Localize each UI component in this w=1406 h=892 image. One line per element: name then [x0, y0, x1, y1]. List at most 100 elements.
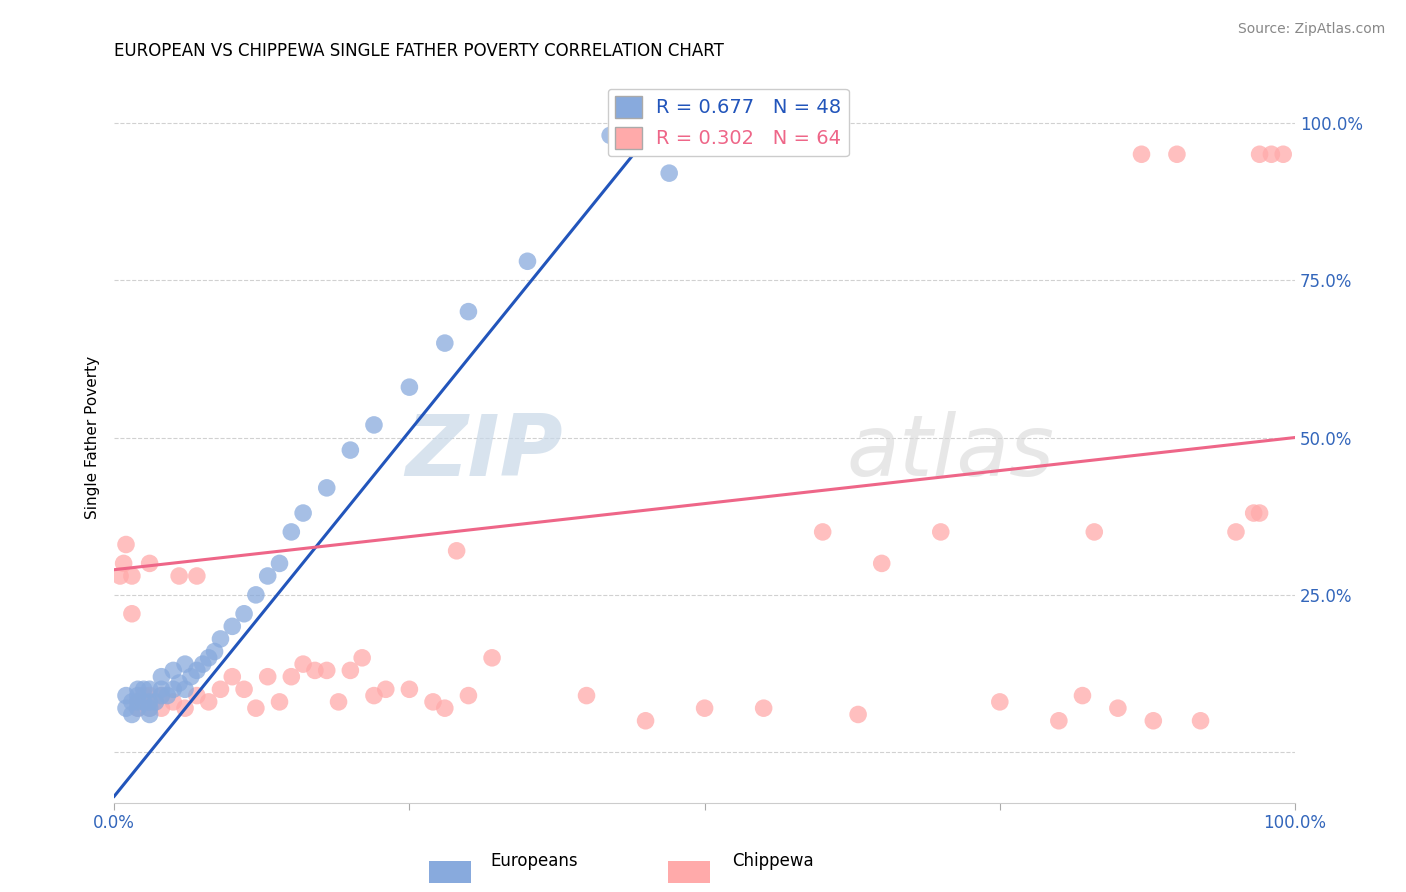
Point [132, 689, 155, 703]
Point [433, 701, 456, 715]
Point [516, 254, 538, 268]
Point [180, 670, 202, 684]
Point [209, 632, 232, 646]
Point [197, 695, 219, 709]
Point [292, 506, 315, 520]
Point [658, 166, 681, 180]
Point [138, 557, 160, 571]
Point [209, 682, 232, 697]
Point [811, 524, 834, 539]
Text: ZIP: ZIP [405, 410, 562, 493]
Point [870, 557, 893, 571]
Point [1189, 714, 1212, 728]
Point [138, 707, 160, 722]
Point [846, 707, 869, 722]
Point [145, 695, 167, 709]
Text: Chippewa: Chippewa [733, 852, 814, 870]
Text: Europeans: Europeans [491, 852, 578, 870]
Point [127, 701, 149, 715]
Point [138, 682, 160, 697]
Point [150, 701, 173, 715]
Point [752, 701, 775, 715]
Point [150, 682, 173, 697]
Point [599, 128, 621, 143]
Point [245, 701, 267, 715]
Point [1071, 689, 1094, 703]
Point [167, 676, 190, 690]
Point [398, 380, 420, 394]
Point [127, 695, 149, 709]
Point [138, 689, 160, 703]
Legend: R = 0.677   N = 48, R = 0.302   N = 64: R = 0.677 N = 48, R = 0.302 N = 64 [607, 89, 849, 156]
Point [197, 650, 219, 665]
Point [138, 695, 160, 709]
Point [1166, 147, 1188, 161]
Point [256, 569, 278, 583]
Point [280, 670, 302, 684]
Point [1142, 714, 1164, 728]
Point [1047, 714, 1070, 728]
Point [233, 682, 256, 697]
Point [138, 701, 160, 715]
Point [1083, 524, 1105, 539]
Point [398, 682, 420, 697]
Point [634, 714, 657, 728]
Point [280, 524, 302, 539]
Point [1272, 147, 1295, 161]
Point [132, 682, 155, 697]
Point [186, 569, 208, 583]
Point [233, 607, 256, 621]
Point [1225, 524, 1247, 539]
Point [167, 569, 190, 583]
Point [292, 657, 315, 672]
Point [1249, 147, 1271, 161]
Text: EUROPEAN VS CHIPPEWA SINGLE FATHER POVERTY CORRELATION CHART: EUROPEAN VS CHIPPEWA SINGLE FATHER POVER… [114, 42, 724, 60]
Point [1130, 147, 1153, 161]
Point [693, 701, 716, 715]
Point [174, 682, 197, 697]
Point [108, 569, 131, 583]
Point [304, 664, 326, 678]
Point [1107, 701, 1129, 715]
Point [457, 689, 479, 703]
Point [363, 417, 385, 432]
Point [422, 695, 444, 709]
Point [245, 588, 267, 602]
Point [121, 569, 143, 583]
Point [132, 695, 155, 709]
Point [127, 689, 149, 703]
Point [115, 537, 138, 551]
Point [150, 689, 173, 703]
Point [174, 701, 197, 715]
Point [457, 304, 479, 318]
Point [127, 682, 149, 697]
Point [929, 524, 952, 539]
Point [363, 689, 385, 703]
Point [352, 650, 374, 665]
Text: Source: ZipAtlas.com: Source: ZipAtlas.com [1237, 22, 1385, 37]
Point [191, 657, 214, 672]
Point [575, 689, 598, 703]
Point [433, 336, 456, 351]
Point [446, 544, 468, 558]
Point [150, 670, 173, 684]
Point [115, 689, 138, 703]
Point [121, 695, 143, 709]
Point [374, 682, 396, 697]
Point [162, 664, 184, 678]
Point [156, 689, 179, 703]
Point [221, 670, 243, 684]
Point [204, 644, 226, 658]
Point [269, 695, 291, 709]
Point [988, 695, 1011, 709]
Point [127, 695, 149, 709]
Y-axis label: Single Father Poverty: Single Father Poverty [86, 356, 100, 519]
Point [315, 664, 337, 678]
Point [328, 695, 350, 709]
Text: atlas: atlas [846, 410, 1054, 493]
Point [162, 695, 184, 709]
Point [138, 701, 160, 715]
Point [112, 557, 135, 571]
Point [1243, 506, 1265, 520]
Point [610, 128, 633, 143]
